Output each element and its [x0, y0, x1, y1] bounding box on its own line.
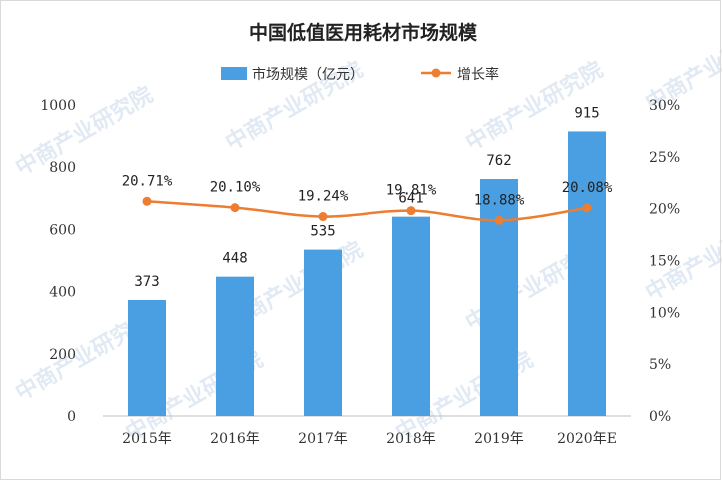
bar-series	[128, 131, 606, 416]
x-tick-label: 2018年	[386, 431, 436, 447]
y-right-tick-label: 0%	[649, 409, 671, 425]
y-axis-left: 0 200 400 600 800 1000	[40, 98, 76, 425]
line-point	[406, 206, 416, 216]
line-point	[582, 203, 592, 213]
bar	[304, 249, 342, 416]
line-value-label: 19.24%	[298, 189, 349, 205]
y-left-tick-label: 200	[49, 347, 76, 363]
y-left-tick-label: 600	[49, 222, 76, 238]
line-point	[230, 203, 240, 213]
x-axis: 2015年 2016年 2017年 2018年 2019年 2020年E	[122, 431, 617, 447]
line-value-label: 20.71%	[122, 173, 173, 189]
legend-swatch-bar	[221, 67, 247, 80]
bar	[216, 276, 254, 416]
bar	[392, 216, 430, 416]
x-tick-label: 2020年E	[557, 431, 617, 447]
legend: 市场规模（亿元） 增长率	[221, 66, 499, 83]
legend-label-line: 增长率	[457, 66, 499, 83]
bar	[480, 179, 518, 416]
y-right-tick-label: 10%	[649, 305, 680, 321]
line-point	[494, 215, 504, 225]
y-left-tick-label: 1000	[40, 98, 76, 114]
line-value-label: 20.10%	[210, 180, 261, 196]
bar	[568, 131, 606, 416]
line-value-label: 18.88%	[474, 192, 525, 208]
bar-value-label: 762	[486, 153, 511, 169]
y-axis-right: 0% 5% 10% 15% 20% 25% 30%	[649, 98, 680, 425]
bar	[128, 299, 166, 416]
line-value-label: 20.08%	[562, 180, 613, 196]
line-data-labels: 20.71% 20.10% 19.24% 19.81% 18.88% 20.08%	[122, 173, 613, 208]
growth-line	[146, 200, 588, 222]
legend-swatch-marker	[431, 68, 441, 78]
bar-data-labels: 373 448 535 641 762 915	[134, 105, 599, 290]
bar-value-label: 373	[134, 274, 159, 290]
y-left-tick-label: 0	[67, 409, 76, 425]
line-point	[142, 196, 152, 206]
legend-label-bar: 市场规模（亿元）	[252, 66, 364, 83]
x-tick-label: 2015年	[122, 431, 172, 447]
bar-value-label: 535	[310, 224, 335, 240]
line-series	[142, 196, 592, 225]
line-value-label: 19.81%	[386, 183, 437, 199]
x-tick-label: 2017年	[298, 431, 348, 447]
x-tick-label: 2019年	[474, 431, 524, 447]
y-right-tick-label: 5%	[649, 357, 671, 373]
y-left-tick-label: 400	[49, 285, 76, 301]
x-tick-label: 2016年	[210, 431, 260, 447]
y-right-tick-label: 30%	[649, 98, 680, 114]
y-right-tick-label: 25%	[649, 150, 680, 166]
y-right-tick-label: 20%	[649, 202, 680, 218]
y-right-tick-label: 15%	[649, 254, 680, 270]
bar-value-label: 448	[222, 251, 247, 267]
y-left-tick-label: 800	[49, 160, 76, 176]
line-point	[318, 212, 328, 222]
watermark-text: 中商产业研究院	[11, 82, 157, 182]
bar-value-label: 915	[574, 105, 599, 121]
chart-title: 中国低值医用耗材市场规模	[249, 21, 478, 44]
bar-value-label: 641	[398, 191, 423, 207]
